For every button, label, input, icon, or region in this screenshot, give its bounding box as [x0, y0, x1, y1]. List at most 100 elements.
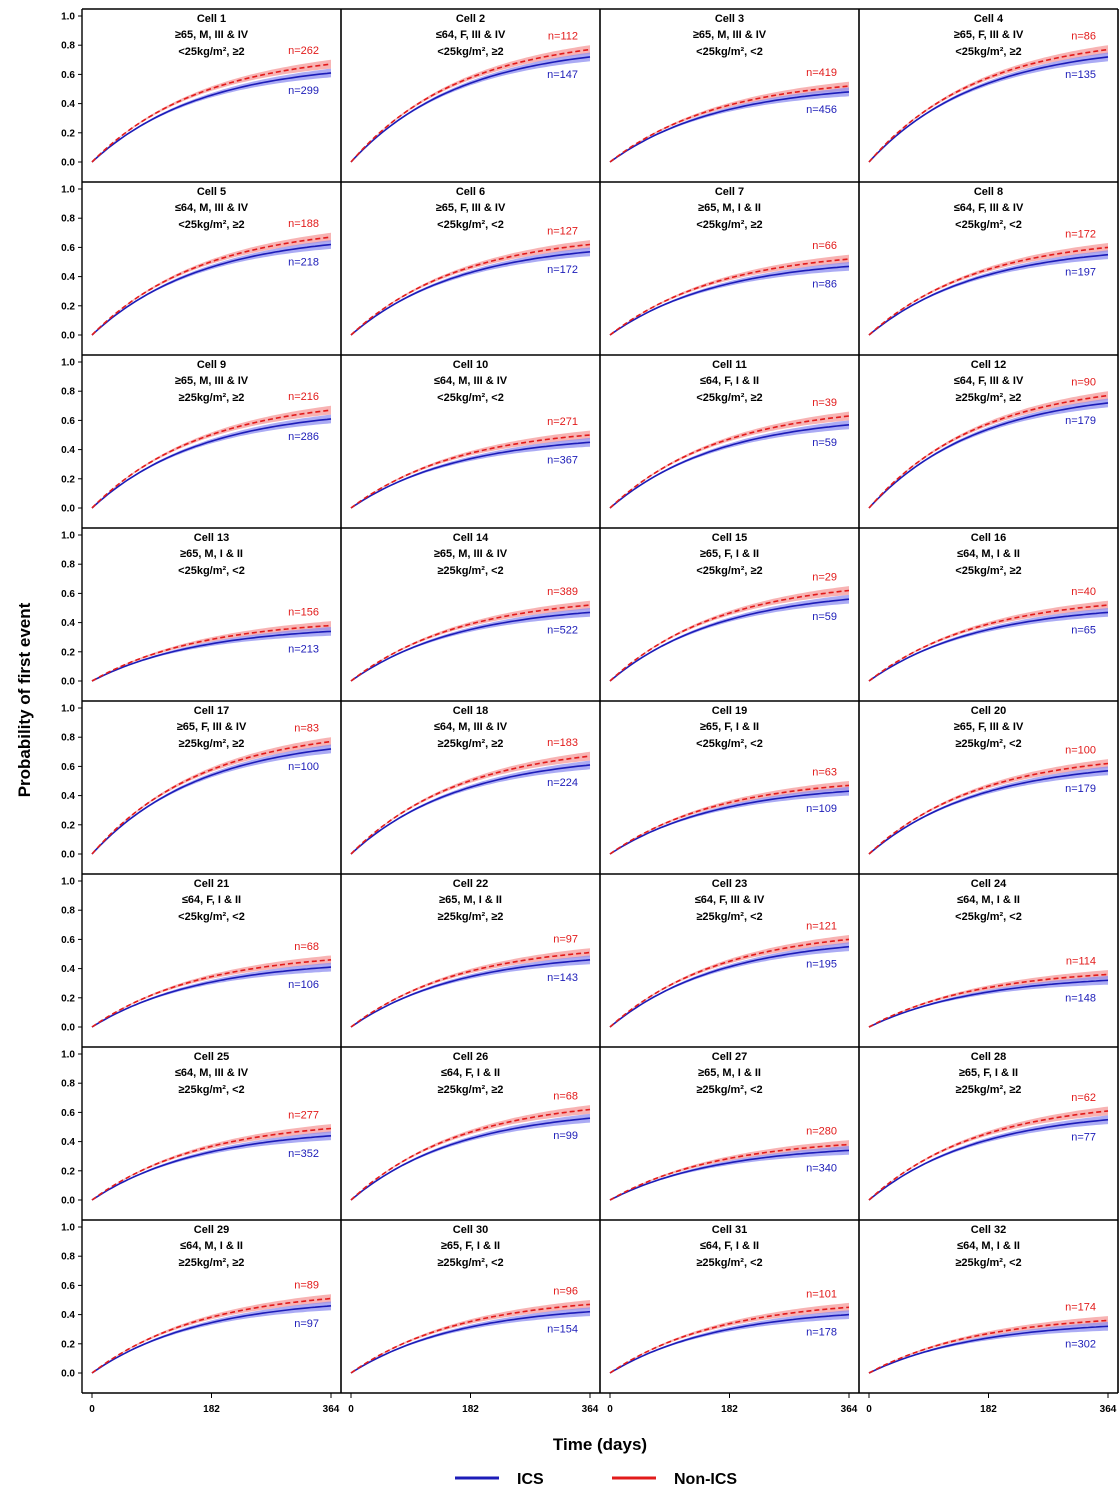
ics-line: [609, 945, 850, 1028]
chart-panel: Cell 29 ≤64, M, I & II ≥25kg/m², ≥2 n=89 n=9…: [61, 1223, 340, 1416]
panel-subtitle: <25kg/m², ≥2: [178, 219, 244, 231]
ics-n-label: n=99: [553, 1130, 578, 1142]
chart-panel: Cell 11 ≤64, F, I & II <25kg/m², ≥2 n=39 n=5…: [609, 359, 850, 509]
non-ics-confidence-band: [610, 586, 849, 681]
ics-line: [350, 1310, 591, 1374]
chart-panel: Cell 5 ≤64, M, III & IV <25kg/m², ≥2 n=188 n…: [61, 185, 332, 342]
y-tick-label: 0.2: [61, 301, 75, 312]
chart-panel: Cell 8 ≤64, F, III & IV <25kg/m², <2 n=172 n…: [868, 186, 1109, 336]
panel-subtitle: <25kg/m², <2: [178, 911, 245, 923]
y-tick-label: 0.0: [61, 504, 75, 515]
panel-subtitle: ≤64, M, III & IV: [434, 721, 508, 733]
chart-panel: Cell 19 ≥65, F, I & II <25kg/m², <2 n=63 n=1…: [609, 705, 850, 855]
non-ics-confidence-band: [869, 759, 1108, 854]
ics-line: [609, 265, 850, 336]
panel-title: Cell 4: [974, 13, 1004, 25]
non-ics-n-label: n=96: [553, 1285, 578, 1297]
non-ics-confidence-band: [610, 935, 849, 1027]
non-ics-line: [609, 784, 850, 855]
panel-subtitle: ≥65, F, III & IV: [954, 29, 1024, 41]
panel-title: Cell 16: [971, 532, 1006, 544]
ics-confidence-band: [351, 760, 590, 854]
panel-title: Cell 24: [971, 878, 1007, 890]
non-ics-confidence-band: [92, 1294, 331, 1373]
non-ics-line: [868, 246, 1109, 336]
y-tick-label: 0.8: [61, 214, 75, 225]
ics-n-label: n=109: [806, 803, 837, 815]
non-ics-n-label: n=174: [1065, 1301, 1096, 1313]
ics-line: [91, 1305, 332, 1374]
ics-confidence-band: [92, 1131, 331, 1200]
non-ics-n-label: n=66: [812, 240, 837, 252]
non-ics-n-label: n=89: [294, 1280, 319, 1292]
panel-subtitle: ≥25kg/m², ≥2: [179, 392, 245, 404]
panel-title: Cell 25: [194, 1051, 229, 1063]
panel-subtitle: <25kg/m², ≥2: [178, 46, 244, 58]
non-ics-line: [868, 48, 1109, 163]
ics-confidence-band: [869, 52, 1108, 162]
panel-subtitle: ≤64, M, I & II: [957, 548, 1020, 560]
panel-grid: Cell 1 ≥65, M, III & IV <25kg/m², ≥2 n=262 n…: [61, 12, 1117, 1416]
ics-line: [868, 56, 1109, 163]
y-tick-label: 0.8: [61, 560, 75, 571]
legend-ics-label: ICS: [517, 1471, 544, 1488]
ics-confidence-band: [610, 786, 849, 854]
ics-line: [91, 418, 332, 509]
non-ics-confidence-band: [92, 405, 331, 508]
x-tick-label: 0: [866, 1404, 872, 1415]
non-ics-line: [609, 589, 850, 682]
ics-n-label: n=179: [1065, 415, 1096, 427]
ics-line: [609, 91, 850, 163]
ics-line: [609, 424, 850, 509]
panel-subtitle: <25kg/m², ≥2: [955, 46, 1021, 58]
chart-panel: Cell 10 ≤64, M, III & IV <25kg/m², <2 n=271…: [350, 359, 591, 509]
non-ics-n-label: n=156: [288, 607, 319, 619]
non-ics-confidence-band: [351, 751, 590, 854]
ics-confidence-band: [610, 1310, 849, 1373]
y-tick-label: 1.0: [61, 185, 75, 196]
ics-confidence-band: [869, 398, 1108, 508]
panel-subtitle: <25kg/m², ≥2: [955, 565, 1021, 577]
x-tick-label: 0: [348, 1404, 354, 1415]
y-tick-label: 0.6: [61, 416, 75, 427]
panel-title: Cell 14: [453, 532, 489, 544]
panel-title: Cell 10: [453, 359, 488, 371]
ics-line: [350, 56, 591, 163]
ics-confidence-band: [610, 420, 849, 508]
non-ics-confidence-band: [351, 1105, 590, 1200]
ics-line: [868, 253, 1109, 336]
panel-subtitle: ≥65, M, III & IV: [434, 548, 508, 560]
ics-n-label: n=154: [547, 1324, 578, 1336]
panel-subtitle: ≤64, F, III & IV: [695, 894, 765, 906]
chart-panel: Cell 1 ≥65, M, III & IV <25kg/m², ≥2 n=262 n…: [61, 12, 332, 169]
ics-n-label: n=100: [288, 761, 319, 773]
chart-panel: Cell 31 ≤64, F, I & II ≥25kg/m², <2 n=101 n=…: [607, 1224, 858, 1415]
ics-n-label: n=59: [812, 437, 837, 449]
y-tick-label: 0.2: [61, 993, 75, 1004]
ics-n-label: n=218: [288, 256, 319, 268]
chart-panel: Cell 21 ≤64, F, I & II <25kg/m², <2 n=68 n=1…: [61, 877, 332, 1034]
chart-panel: Cell 17 ≥65, F, III & IV ≥25kg/m², ≥2 n=83 n…: [61, 704, 332, 861]
y-tick-label: 0.6: [61, 1281, 75, 1292]
ics-line: [609, 790, 850, 855]
non-ics-n-label: n=114: [1066, 955, 1096, 967]
non-ics-confidence-band: [610, 1140, 849, 1200]
chart-panel: Cell 27 ≥65, M, I & II ≥25kg/m², <2 n=280 n=…: [609, 1051, 850, 1201]
panel-subtitle: ≥25kg/m², <2: [178, 1084, 244, 1096]
non-ics-confidence-band: [92, 59, 331, 162]
y-tick-label: 0.4: [61, 964, 75, 975]
y-tick-label: 0.8: [61, 1079, 75, 1090]
panel-title: Cell 3: [715, 13, 744, 25]
non-ics-n-label: n=216: [288, 391, 319, 403]
y-tick-label: 1.0: [61, 877, 75, 888]
panel-subtitle: ≥25kg/m², <2: [955, 738, 1021, 750]
panel-subtitle: ≤64, F, III & IV: [954, 202, 1024, 214]
non-ics-n-label: n=97: [553, 934, 578, 946]
y-axis-label: Probability of first event: [15, 602, 34, 797]
panel-title: Cell 20: [971, 705, 1006, 717]
ics-line: [868, 611, 1109, 682]
panel-subtitle: ≤64, M, III & IV: [175, 1067, 249, 1079]
non-ics-line: [91, 409, 332, 509]
non-ics-n-label: n=29: [812, 571, 837, 583]
non-ics-n-label: n=280: [806, 1126, 837, 1138]
